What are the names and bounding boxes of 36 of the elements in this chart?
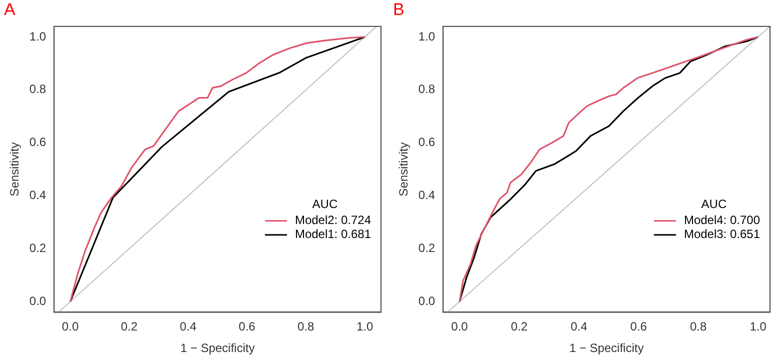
x-tick-label: 1.0 bbox=[750, 320, 767, 334]
legend-title: AUC bbox=[312, 197, 338, 212]
chart-title: B bbox=[393, 0, 404, 19]
legend-label: Model4: 0.700 bbox=[684, 213, 760, 228]
x-axis-title: 1 − Specificity bbox=[569, 341, 644, 356]
y-tick-label: 1.0 bbox=[29, 29, 46, 44]
y-tick-label: 1.0 bbox=[418, 29, 436, 44]
y-tick-label: 0.4 bbox=[29, 188, 46, 202]
y-axis-title: Sensitivity bbox=[8, 142, 22, 196]
x-tick-label: 0.0 bbox=[62, 320, 79, 334]
legend-label: Model3: 0.651 bbox=[684, 227, 760, 242]
y-tick-label: 0.0 bbox=[418, 294, 436, 308]
x-tick-label: 0.4 bbox=[570, 320, 588, 334]
x-tick-label: 1.0 bbox=[356, 320, 374, 334]
x-tick-label: 0.4 bbox=[180, 320, 197, 334]
x-axis-title: 1 − Specificity bbox=[180, 341, 255, 356]
legend-label: Model1: 0.681 bbox=[294, 227, 372, 242]
x-tick-label: 0.8 bbox=[690, 320, 708, 334]
y-tick-label: 0.6 bbox=[418, 135, 436, 150]
y-tick-label: 0.8 bbox=[418, 82, 436, 96]
x-tick-label: 0.6 bbox=[238, 320, 256, 334]
y-tick-label: 0.6 bbox=[29, 135, 46, 150]
x-tick-label: 0.8 bbox=[298, 320, 315, 334]
y-tick-label: 0.2 bbox=[29, 241, 46, 255]
y-axis-title: Sensitivity bbox=[396, 142, 411, 196]
x-tick-label: 0.6 bbox=[630, 320, 648, 334]
legend-title: AUC bbox=[701, 197, 727, 212]
chart-title: A bbox=[4, 0, 16, 19]
x-tick-label: 0.0 bbox=[451, 320, 468, 334]
y-tick-label: 0.2 bbox=[418, 241, 436, 255]
y-tick-label: 0.0 bbox=[29, 294, 46, 308]
y-tick-label: 0.8 bbox=[29, 82, 46, 96]
x-tick-label: 0.2 bbox=[120, 320, 138, 334]
y-tick-label: 0.4 bbox=[418, 188, 436, 202]
x-tick-label: 0.2 bbox=[510, 320, 528, 334]
legend-label: Model2: 0.724 bbox=[294, 213, 372, 228]
